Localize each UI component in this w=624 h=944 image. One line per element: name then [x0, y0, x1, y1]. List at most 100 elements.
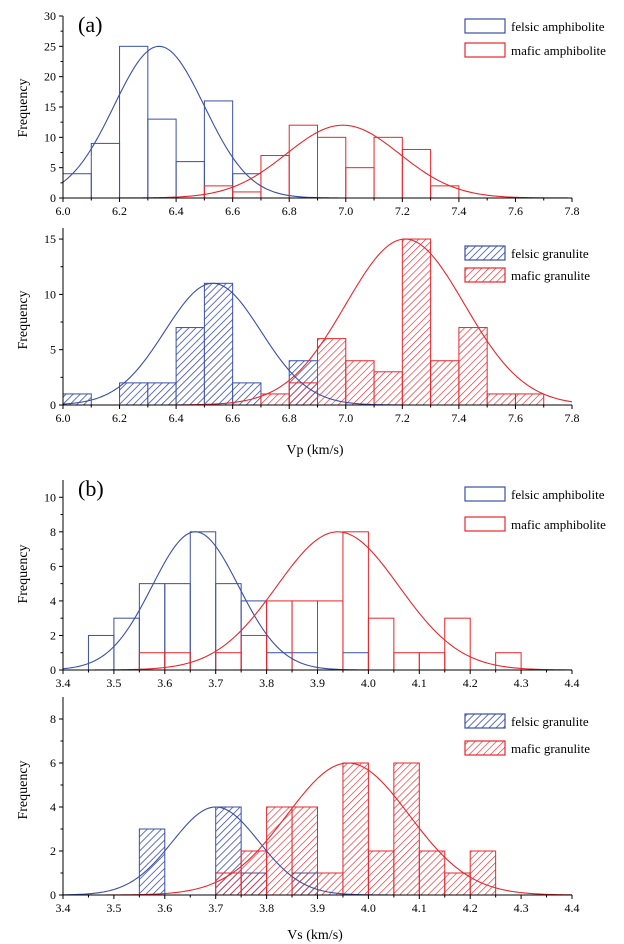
y-tick-label-b-bottom-3: 6 — [50, 756, 56, 770]
x-tick-label-b-bottom-1: 3.5 — [106, 901, 121, 915]
bar-b-top-mafic-amphibolite-10 — [418, 652, 446, 671]
panel-b-bottom-xlabel: Vs (km/s) — [287, 928, 343, 943]
bar-a-bottom-mafic-granulite-4 — [373, 371, 403, 406]
y-tick-label-b-top-2: 4 — [50, 594, 56, 608]
bar-a-bottom-felsic-granulite-4 — [203, 282, 234, 406]
bar-b-bottom-mafic-granulite-0 — [215, 872, 242, 896]
x-tick-label-b-bottom-2: 3.6 — [157, 901, 172, 915]
x-tick-label-a-top-1: 6.2 — [112, 204, 127, 218]
bar-a-bottom-mafic-granulite-3 — [345, 360, 375, 406]
x-tick-label-a-bottom-6: 7.2 — [395, 411, 410, 425]
x-tick-label-b-top-0: 3.4 — [56, 676, 71, 690]
bar-a-top-mafic-amphibolite-6 — [373, 136, 403, 199]
x-tick-label-b-bottom-4: 3.8 — [259, 901, 274, 915]
bar-b-bottom-mafic-granulite-10 — [469, 850, 497, 896]
panel-a-bottom-legend-2: mafic granulite — [464, 267, 590, 283]
panel-b-top-legend-2: mafic amphibolite — [464, 516, 606, 532]
bar-a-top-mafic-amphibolite-4 — [317, 136, 347, 199]
x-tick-label-b-top-4: 3.8 — [259, 676, 274, 690]
panel-b-bottom: Frequency Vs (km/s) felsic granulite maf… — [16, 697, 590, 943]
bar-b-top-felsic-amphibolite-7 — [266, 652, 293, 671]
x-tick-label-b-bottom-7: 4.1 — [412, 901, 427, 915]
x-tick-label-b-top-6: 4.0 — [361, 676, 376, 690]
y-tick-label-a-top-5: 25 — [44, 39, 56, 53]
legend-label-felsic-granulite: felsic granulite — [511, 246, 589, 261]
bar-b-top-felsic-amphibolite-8 — [291, 652, 318, 671]
x-tick-label-b-bottom-5: 3.9 — [310, 901, 325, 915]
bar-a-bottom-mafic-granulite-0 — [260, 393, 290, 406]
legend-label-mafic-amphibolite-b: mafic amphibolite — [511, 517, 606, 532]
x-tick-label-b-bottom-8: 4.2 — [463, 901, 478, 915]
panel-b-top-ylabel: Frequency — [16, 544, 31, 603]
panel-a-bottom-legend-1: felsic granulite — [464, 245, 589, 261]
bar-a-bottom-mafic-granulite-9 — [514, 393, 545, 406]
bar-b-bottom-mafic-granulite-9 — [444, 872, 471, 896]
legend-label-felsic-granulite-b: felsic granulite — [511, 714, 589, 729]
panel-a-top-legend-1: felsic amphibolite — [464, 18, 605, 34]
x-tick-label-b-top-8: 4.2 — [463, 676, 478, 690]
y-tick-label-b-top-5: 10 — [44, 490, 56, 504]
x-tick-label-b-bottom-3: 3.7 — [208, 901, 223, 915]
legend-label-felsic-amphibolite: felsic amphibolite — [511, 19, 605, 34]
bar-b-bottom-mafic-granulite-1 — [240, 850, 268, 896]
y-tick-label-a-bottom-0: 0 — [50, 398, 56, 412]
bar-a-top-mafic-amphibolite-3 — [288, 124, 319, 199]
bar-b-top-felsic-amphibolite-5 — [215, 583, 242, 671]
panel-label-b: (b) — [78, 476, 104, 501]
bar-b-bottom-mafic-granulite-5 — [342, 762, 369, 896]
x-tick-label-a-bottom-8: 7.6 — [508, 411, 523, 425]
bar-a-top-felsic-amphibolite-3 — [147, 118, 177, 199]
x-tick-label-a-top-7: 7.4 — [451, 204, 466, 218]
bar-b-top-mafic-amphibolite-9 — [393, 652, 420, 671]
fit-curve-b-top-mafic-amphibolite — [94, 531, 573, 671]
bar-b-top-felsic-amphibolite-4 — [189, 531, 217, 671]
bar-a-bottom-mafic-granulite-8 — [486, 393, 516, 406]
panel-b-top-plot: 3.4 3.5 3.6 3.7 3.8 3.9 4.0 4.1 4.2 4.3 4.4 0 2 4 6 8 10 — [44, 480, 580, 690]
bar-b-bottom-felsic-granulite-0 — [138, 828, 166, 896]
x-tick-label-a-top-4: 6.8 — [282, 204, 297, 218]
y-tick-label-b-top-4: 8 — [50, 525, 56, 539]
x-tick-label-a-bottom-1: 6.2 — [112, 411, 127, 425]
x-tick-label-a-top-6: 7.2 — [395, 204, 410, 218]
panel-a-top-ylabel: Frequency — [16, 78, 31, 137]
x-tick-label-b-top-2: 3.6 — [157, 676, 172, 690]
legend-swatch-felsic-amphibolite — [464, 18, 506, 34]
panel-a-bottom: Frequency Vp (km/s) felsic granulite maf… — [16, 228, 590, 458]
y-tick-label-a-bottom-2: 10 — [44, 287, 56, 301]
x-tick-label-b-top-9: 4.3 — [514, 676, 529, 690]
bar-b-top-felsic-amphibolite-1 — [113, 617, 140, 671]
legend-swatch-mafic-granulite-b — [464, 740, 506, 756]
y-tick-label-a-top-0: 0 — [50, 191, 56, 205]
y-tick-label-a-bottom-1: 5 — [50, 343, 56, 357]
x-tick-label-a-top-8: 7.6 — [508, 204, 523, 218]
bar-a-top-mafic-amphibolite-1 — [232, 191, 262, 199]
x-tick-label-a-bottom-4: 6.8 — [282, 411, 297, 425]
x-tick-label-b-top-1: 3.5 — [106, 676, 121, 690]
bar-b-bottom-mafic-granulite-2 — [266, 806, 293, 896]
bar-b-top-mafic-amphibolite-11 — [444, 617, 471, 671]
bar-a-top-felsic-amphibolite-4 — [175, 161, 205, 199]
bar-b-top-felsic-amphibolite-0 — [87, 634, 115, 671]
panel-a-top-legend-2: mafic amphibolite — [464, 42, 606, 58]
fit-curve-b-bottom-mafic-granulite — [105, 762, 573, 896]
bar-b-top-mafic-amphibolite-4 — [266, 600, 293, 671]
panel-b-bottom-ylabel: Frequency — [16, 760, 31, 819]
x-tick-label-a-top-0: 6.0 — [56, 204, 71, 218]
x-tick-label-a-top-9: 7.8 — [565, 204, 580, 218]
fit-curve-a-bottom-mafic-granulite — [169, 238, 573, 406]
y-tick-label-b-top-3: 6 — [50, 559, 56, 573]
x-tick-label-b-top-5: 3.9 — [310, 676, 325, 690]
bar-a-top-felsic-amphibolite-1 — [90, 142, 121, 199]
bar-b-top-mafic-amphibolite-8 — [367, 617, 395, 671]
x-tick-label-b-top-10: 4.4 — [565, 676, 580, 690]
legend-swatch-felsic-granulite-b — [464, 713, 506, 729]
bar-a-bottom-felsic-granulite-2 — [147, 382, 177, 406]
legend-label-mafic-granulite: mafic granulite — [511, 268, 590, 283]
x-tick-label-a-top-3: 6.6 — [225, 204, 240, 218]
x-tick-label-b-bottom-10: 4.4 — [565, 901, 580, 915]
fit-curve-b-bottom-felsic-granulite — [62, 806, 388, 896]
bar-a-bottom-felsic-granulite-3 — [175, 327, 205, 406]
x-tick-label-b-top-7: 4.1 — [412, 676, 427, 690]
bar-b-top-mafic-amphibolite-3 — [240, 634, 268, 671]
